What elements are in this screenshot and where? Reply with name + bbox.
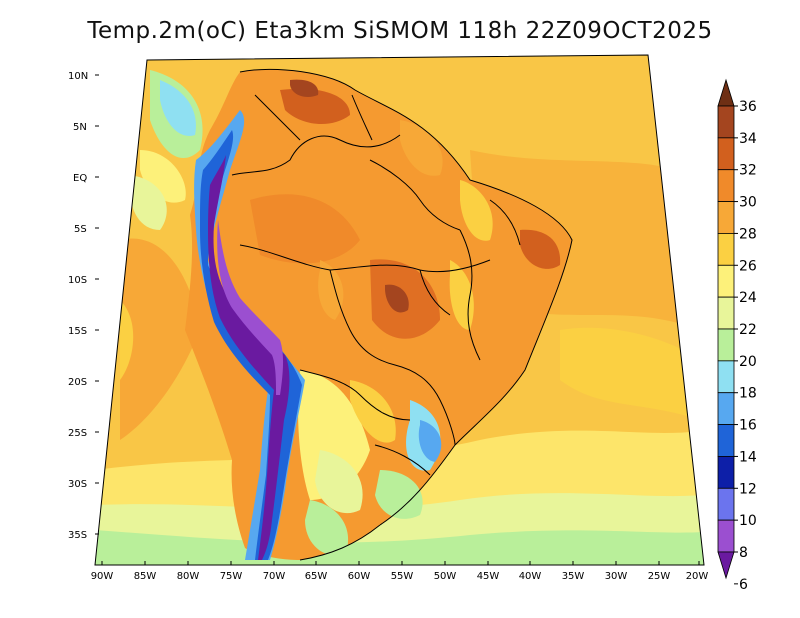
lon-label: 85W <box>134 571 157 582</box>
lon-label: 75W <box>220 571 243 582</box>
colorbar-label: 6 <box>739 577 748 593</box>
lon-label: 40W <box>519 571 542 582</box>
colorbar-label: 14 <box>739 449 757 465</box>
lon-labels: 90W 85W 80W 75W 70W 65W 60W 55W 50W 45W … <box>91 571 709 582</box>
colorbar-label: 34 <box>739 131 757 147</box>
colorbar-label: 28 <box>739 226 757 242</box>
lon-label: 55W <box>391 571 414 582</box>
colorbar-swatch <box>717 392 735 425</box>
colorbar-bottom-triangle <box>717 551 735 580</box>
map-domain <box>95 55 704 565</box>
lon-label: 60W <box>348 571 371 582</box>
colorbar-label: 26 <box>739 258 757 274</box>
lat-label: EQ <box>73 173 87 184</box>
country-borders <box>231 68 573 561</box>
colorbar-swatch <box>717 233 735 266</box>
colorbar-label: 20 <box>739 354 757 370</box>
lat-label: 25S <box>68 428 87 439</box>
colorbar-swatch <box>717 360 735 394</box>
colorbar-label: 30 <box>739 195 757 211</box>
lat-ticks <box>95 74 99 535</box>
lon-label: 80W <box>177 571 200 582</box>
colorbar-swatch <box>717 169 735 202</box>
lat-label: 5S <box>74 224 87 235</box>
colorbar-label: 22 <box>739 322 757 338</box>
colorbar-label: 24 <box>739 290 757 306</box>
lon-ticks <box>101 561 700 565</box>
colorbar-swatch <box>717 328 735 362</box>
colorbar-label: 18 <box>739 386 757 402</box>
colorbar-swatch <box>717 105 735 139</box>
colorbar-label: 8 <box>739 545 748 561</box>
lon-label: 45W <box>477 571 500 582</box>
colorbar: 36 34 32 30 28 26 24 22 20 18 16 14 12 10 8 6 <box>717 78 757 593</box>
lon-label: 20W <box>686 571 709 582</box>
lat-label: 10N <box>68 71 88 82</box>
colorbar-label: 36 <box>739 99 757 115</box>
colorbar-swatch <box>717 264 735 298</box>
colorbar-swatch <box>717 487 735 521</box>
lat-label: 15S <box>68 326 87 337</box>
colorbar-label: 12 <box>739 481 757 497</box>
colorbar-label: 16 <box>739 418 757 434</box>
lat-label: 20S <box>68 377 87 388</box>
colorbar-top-triangle <box>717 78 735 107</box>
lon-label: 90W <box>91 571 114 582</box>
lon-label: 30W <box>605 571 628 582</box>
lat-label: 35S <box>68 530 87 541</box>
lat-label: 10S <box>68 275 87 286</box>
lon-label: 70W <box>263 571 286 582</box>
lat-label: 5N <box>73 122 87 133</box>
lon-label: 65W <box>305 571 328 582</box>
colorbar-swatch <box>717 201 735 234</box>
colorbar-swatch <box>717 296 735 330</box>
colorbar-label: 32 <box>739 163 757 179</box>
map-frame <box>94 54 705 566</box>
lat-labels: 10N 5N EQ 5S 10S 15S 20S 25S 30S 35S <box>68 71 88 541</box>
colorbar-swatch <box>717 456 735 489</box>
lon-label: 50W <box>434 571 457 582</box>
colorbar-swatch <box>717 519 735 553</box>
colorbar-swatch <box>717 424 735 457</box>
lon-label: 25W <box>648 571 671 582</box>
colorbar-swatch <box>717 137 735 171</box>
map-title: Temp.2m(oC) Eta3km SiSMOM 118h 22Z09OCT2… <box>87 18 713 44</box>
colorbar-label: 10 <box>739 513 757 529</box>
lon-label: 35W <box>562 571 585 582</box>
lat-label: 30S <box>68 479 87 490</box>
